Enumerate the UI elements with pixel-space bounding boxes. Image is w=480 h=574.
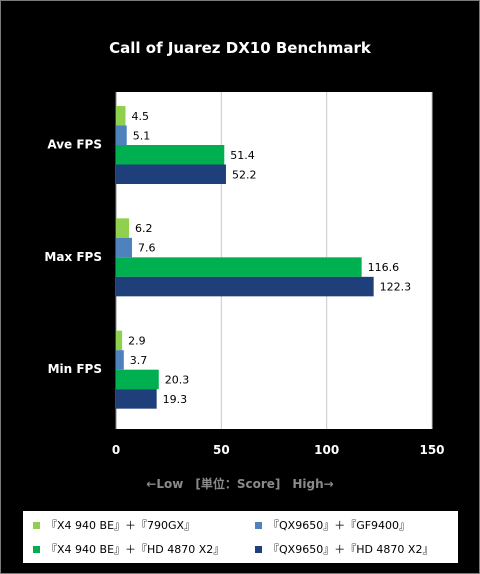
bar-value-label: 2.9 [128,334,146,347]
legend-swatch [33,545,40,553]
legend-label: 『X4 940 BE』＋『790GX』 [46,519,196,532]
bar [116,218,130,238]
x-tick-label: 100 [314,443,339,457]
bar-value-label: 5.1 [133,129,151,142]
bar [116,145,225,165]
bar [116,125,127,145]
bar-value-label: 6.2 [135,222,153,235]
legend-swatch [255,545,262,553]
legend-item: 『QX9650』＋『GF9400』 [255,517,410,533]
legend-item: 『QX9650』＋『HD 4870 X2』 [255,541,433,557]
bar [116,257,362,277]
bar-value-label: 4.5 [131,110,149,123]
bar-value-label: 122.3 [380,281,412,294]
bar-value-label: 52.2 [232,168,257,181]
bar [116,237,133,258]
bar [116,389,157,409]
bar-value-label: 3.7 [130,354,148,367]
bar-value-label: 51.4 [230,149,255,162]
x-tick-label: 0 [112,443,120,457]
bar [116,106,126,126]
bar [116,330,123,351]
legend-swatch [255,521,262,529]
legend-item: 『X4 940 BE』＋『HD 4870 X2』 [33,541,224,557]
legend-label: 『X4 940 BE』＋『HD 4870 X2』 [46,543,225,556]
bar-value-label: 19.3 [163,393,188,406]
chart-title: Call of Juarez DX10 Benchmark [109,39,371,57]
bar [116,369,159,390]
legend-label: 『QX9650』＋『GF9400』 [268,519,411,532]
category-label: Min FPS [48,362,102,376]
x-axis-caption: ←Low [単位：Score] High→ [146,477,334,491]
bar-value-label: 20.3 [165,373,190,386]
bar-chart: 0 50 100 150 Ave FPS 4.5 5.1 51.4 52.2 Max FPS 6.2… [44,92,445,457]
bar [116,164,226,184]
legend-label: 『QX9650』＋『HD 4870 X2』 [268,543,434,556]
bar [116,276,374,297]
x-tick-label: 50 [213,443,230,457]
bar-value-label: 116.6 [368,261,400,274]
category-label: Ave FPS [47,138,102,152]
legend-item: 『X4 940 BE』＋『790GX』 [33,517,195,533]
legend-swatch [33,521,40,529]
category-label: Max FPS [44,250,102,264]
bar [116,350,124,370]
legend: 『X4 940 BE』＋『790GX』 『QX9650』＋『GF9400』『X4 … [23,511,458,563]
bar-value-label: 7.6 [138,242,156,255]
x-tick-label: 150 [419,443,444,457]
